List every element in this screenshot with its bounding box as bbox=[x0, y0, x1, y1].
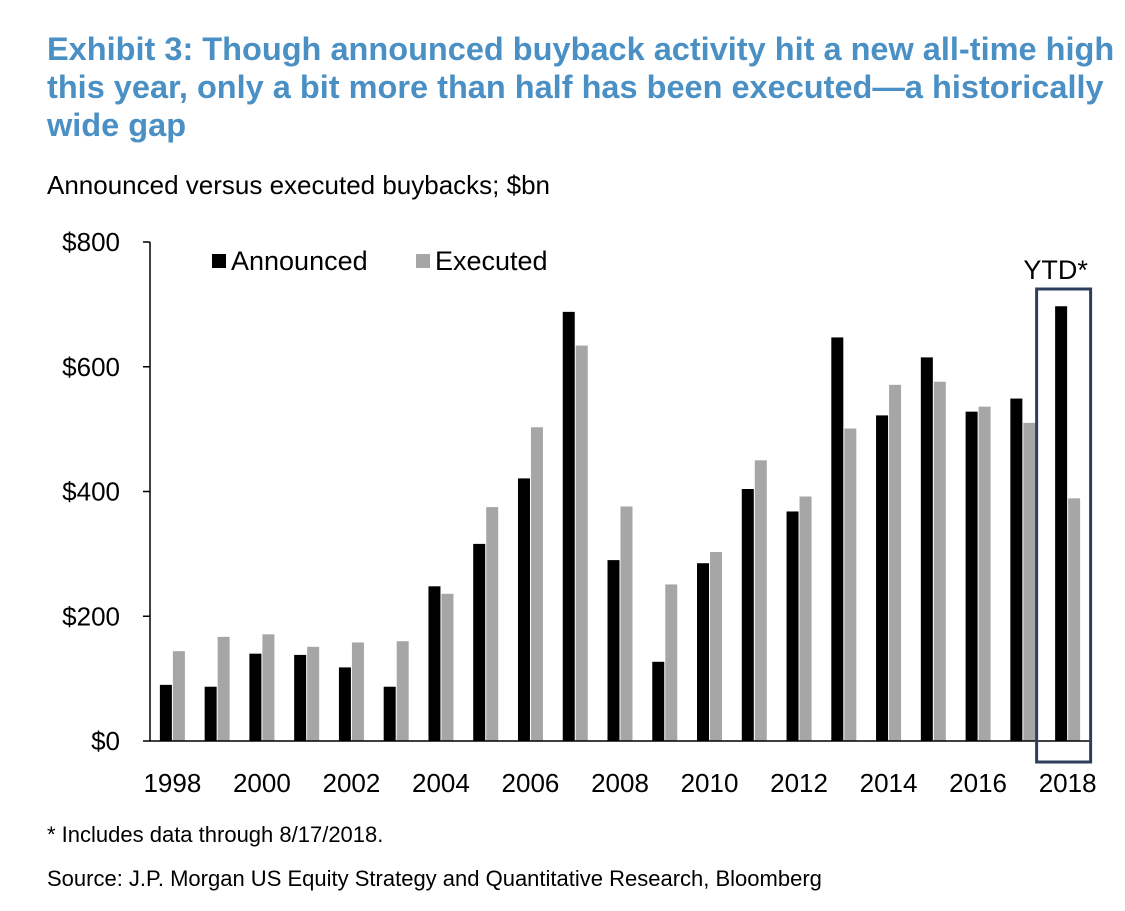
highlight-group: YTD* bbox=[1023, 255, 1093, 764]
bar-executed-2018 bbox=[1068, 498, 1081, 741]
x-axis: 1998 2000 2002 2004 2006 2008 2010 2012 2014 2016… bbox=[143, 740, 1097, 798]
bar-announced-2016 bbox=[965, 411, 978, 741]
bars-group bbox=[159, 306, 1081, 741]
bar-executed-2016 bbox=[978, 406, 991, 741]
bar-announced-2004 bbox=[428, 586, 441, 741]
bar-announced-2000 bbox=[249, 653, 262, 741]
bar-announced-2011 bbox=[741, 489, 754, 741]
bar-executed-2005 bbox=[486, 507, 499, 741]
bar-announced-2006 bbox=[517, 478, 530, 741]
bar-announced-2002 bbox=[338, 667, 351, 741]
x-tick-label: 2012 bbox=[770, 768, 828, 798]
bar-executed-2008 bbox=[620, 506, 633, 741]
bar-executed-2010 bbox=[710, 552, 723, 741]
bar-executed-2011 bbox=[754, 460, 767, 741]
bar-executed-2009 bbox=[665, 584, 678, 741]
x-tick-label: 2010 bbox=[681, 768, 739, 798]
chart-title: Exhibit 3: Though announced buyback acti… bbox=[47, 31, 1115, 143]
legend-label-executed: Executed bbox=[435, 246, 548, 276]
bar-announced-2005 bbox=[473, 543, 486, 741]
ytd-annotation: YTD* bbox=[1023, 255, 1088, 285]
bar-announced-2013 bbox=[831, 337, 844, 741]
bar-executed-2017 bbox=[1023, 422, 1036, 741]
chart-subtitle: Announced versus executed buybacks; $bn bbox=[47, 170, 551, 200]
bar-executed-2012 bbox=[799, 496, 812, 741]
legend: Announced Executed bbox=[212, 246, 548, 276]
y-axis: $0 $200 $400 $600 $800 bbox=[62, 227, 151, 756]
bar-announced-2018 bbox=[1055, 306, 1068, 741]
x-tick-label: 2000 bbox=[233, 768, 291, 798]
y-tick-label: $0 bbox=[91, 726, 120, 756]
bar-executed-2003 bbox=[396, 641, 409, 741]
legend-swatch-announced bbox=[212, 254, 226, 268]
bar-executed-2000 bbox=[262, 634, 275, 741]
bar-executed-2013 bbox=[844, 428, 857, 741]
legend-label-announced: Announced bbox=[231, 246, 368, 276]
x-tick-label: 2014 bbox=[860, 768, 918, 798]
x-tick-label: 2018 bbox=[1039, 768, 1097, 798]
x-tick-label: 2002 bbox=[323, 768, 381, 798]
bar-announced-2001 bbox=[294, 654, 307, 741]
x-tick-label: 2008 bbox=[591, 768, 649, 798]
bar-executed-2015 bbox=[933, 381, 946, 741]
bar-executed-2002 bbox=[351, 642, 364, 741]
bar-announced-2007 bbox=[562, 311, 575, 741]
x-tick-label: 2004 bbox=[412, 768, 470, 798]
bar-executed-2014 bbox=[889, 384, 902, 741]
legend-swatch-executed bbox=[416, 254, 430, 268]
bar-executed-2004 bbox=[441, 593, 454, 741]
bar-announced-2003 bbox=[383, 686, 396, 741]
ytd-highlight-box bbox=[1035, 287, 1093, 764]
bar-announced-2014 bbox=[876, 415, 889, 741]
bar-executed-1999 bbox=[217, 636, 230, 741]
bar-announced-2017 bbox=[1010, 398, 1023, 741]
bar-announced-2012 bbox=[786, 511, 799, 741]
bar-executed-2007 bbox=[575, 345, 588, 741]
bar-announced-2015 bbox=[920, 357, 933, 741]
bar-announced-1999 bbox=[204, 686, 217, 741]
y-tick-label: $800 bbox=[62, 227, 120, 257]
bar-announced-1998 bbox=[159, 684, 172, 741]
x-tick-label: 1998 bbox=[143, 768, 201, 798]
x-tick-label: 2006 bbox=[502, 768, 560, 798]
bar-executed-2006 bbox=[530, 427, 543, 741]
bar-announced-2008 bbox=[607, 560, 620, 741]
x-tick-label: 2016 bbox=[949, 768, 1007, 798]
bar-announced-2009 bbox=[652, 661, 665, 741]
bar-executed-2001 bbox=[307, 646, 320, 741]
y-tick-label: $400 bbox=[62, 477, 120, 507]
bar-announced-2010 bbox=[697, 563, 710, 741]
bar-executed-1998 bbox=[172, 651, 185, 741]
y-tick-label: $200 bbox=[62, 601, 120, 631]
y-tick-label: $600 bbox=[62, 352, 120, 382]
source-note: Source: J.P. Morgan US Equity Strategy a… bbox=[47, 866, 822, 891]
footnote: * Includes data through 8/17/2018. bbox=[47, 822, 384, 847]
